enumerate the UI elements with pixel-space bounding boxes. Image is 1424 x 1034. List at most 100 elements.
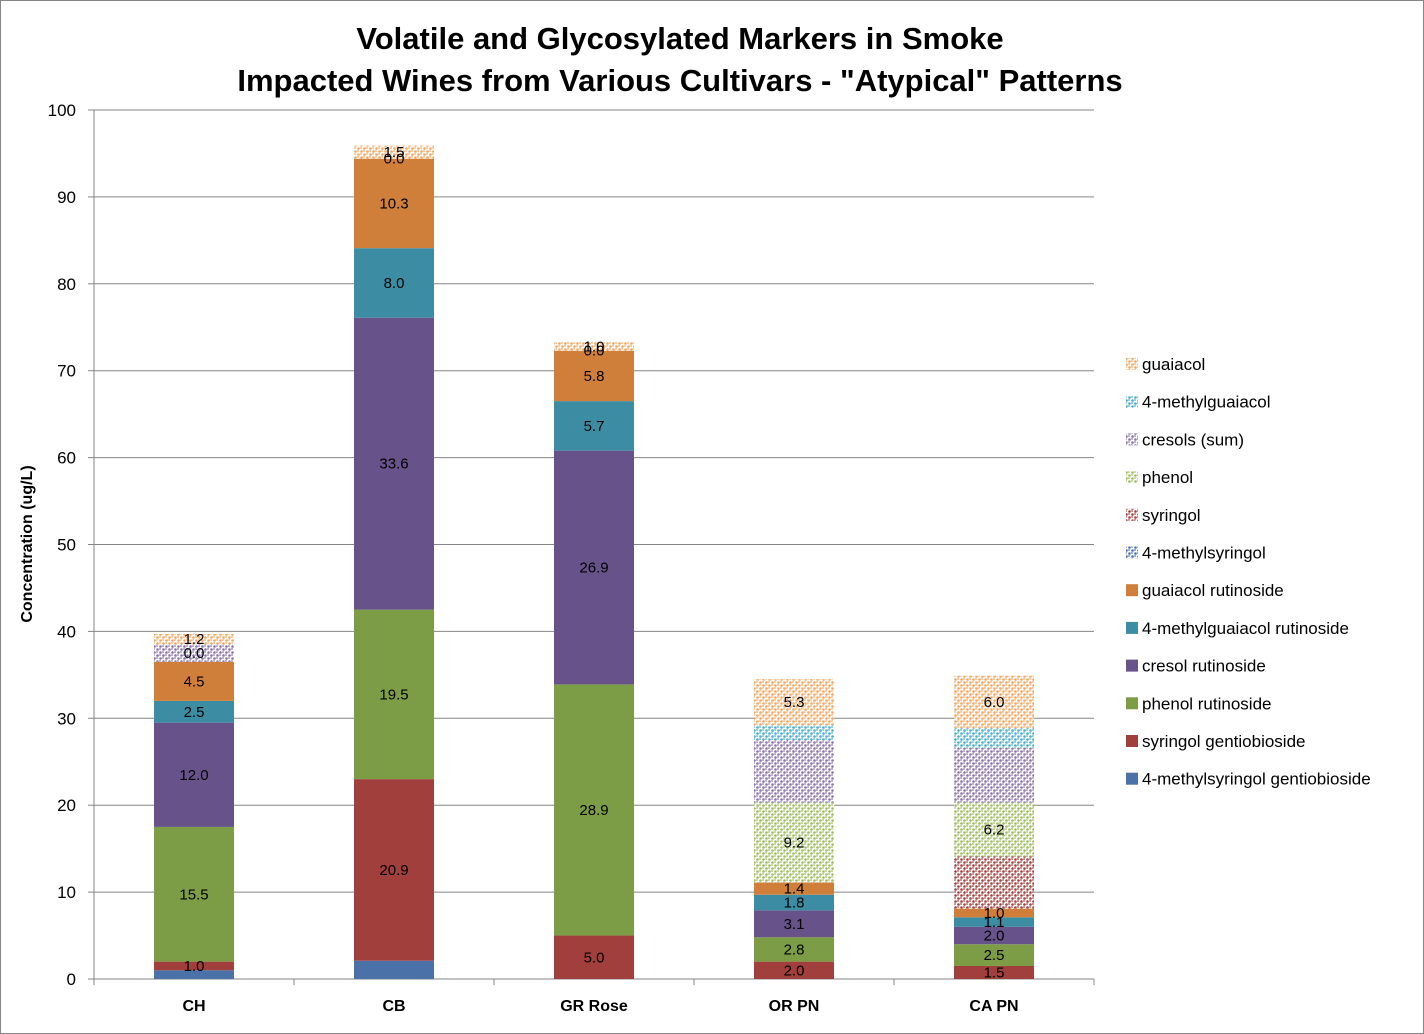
data-label: 1.0 xyxy=(184,958,205,975)
legend-label-4-methylsyringol: 4-methylsyringol xyxy=(1142,544,1266,563)
data-label: 12.0 xyxy=(179,767,208,784)
data-label: 2.5 xyxy=(184,704,205,721)
legend-label-4-methylsyringol-gentiobioside: 4-methylsyringol gentiobioside xyxy=(1142,770,1371,789)
data-label: 2.5 xyxy=(984,947,1005,964)
data-label: 1.0 xyxy=(584,338,605,355)
legend-swatch-cresols-sum xyxy=(1126,433,1138,446)
data-label: 6.2 xyxy=(984,822,1005,839)
bar-segment-cresol-rutinoside xyxy=(354,317,434,610)
chart-title-line-2: Impacted Wines from Various Cultivars - … xyxy=(237,63,1123,98)
data-label: 1.5 xyxy=(384,144,405,161)
data-label: 4.5 xyxy=(184,673,205,690)
bar-segment-guaiacol xyxy=(554,342,634,351)
bar-segment-syringol-gentiobioside xyxy=(754,961,834,979)
data-label: 5.7 xyxy=(584,418,605,435)
bar-segment-cresol-rutinoside xyxy=(954,926,1034,945)
bar-segment-syringol-gentiobioside xyxy=(354,779,434,961)
legend-swatch-syringol xyxy=(1126,508,1138,521)
y-tick-label: 100 xyxy=(48,101,76,120)
bar-segment-guaiacol-rutinoside xyxy=(954,908,1034,918)
data-label: 2.8 xyxy=(784,941,805,958)
y-tick-label: 60 xyxy=(57,449,76,468)
legend-label-guaiacol: guaiacol xyxy=(1142,355,1205,374)
bar-segment-4-methylguaiacol-rutinoside xyxy=(954,917,1034,927)
chart-title-line-1: Volatile and Glycosylated Markers in Smo… xyxy=(356,21,1004,56)
data-label: 2.0 xyxy=(784,962,805,979)
legend-swatch-4-methylguaiacol-rutinoside xyxy=(1126,621,1138,634)
legend-swatch-phenol xyxy=(1126,471,1138,484)
bar-segment-cresols-sum xyxy=(754,740,834,803)
data-label: 5.0 xyxy=(584,949,605,966)
legend-label-phenol-rutinoside: phenol rutinoside xyxy=(1142,694,1271,713)
data-label: 0.0 xyxy=(184,645,205,662)
bar-segment-guaiacol-rutinoside xyxy=(354,158,434,249)
data-label: 33.6 xyxy=(379,456,408,473)
bar-segment-guaiacol xyxy=(354,145,434,159)
x-tick-label: CA PN xyxy=(969,998,1018,1015)
y-tick-label: 20 xyxy=(57,796,76,815)
legend-label-syringol: syringol xyxy=(1142,506,1201,525)
y-tick-label: 70 xyxy=(57,362,76,381)
bar-segment-syringol xyxy=(954,856,1034,909)
data-label: 3.1 xyxy=(784,916,805,933)
y-axis-title: Concentration (ug/L) xyxy=(19,465,36,622)
bar-segment-phenol-rutinoside xyxy=(354,609,434,780)
legend-label-guaiacol-rutinoside: guaiacol rutinoside xyxy=(1142,581,1284,600)
bar-segment-4-methylsyringol-gentiobioside xyxy=(354,960,434,979)
bar-segment-4-methylguaiacol-rutinoside xyxy=(554,401,634,451)
bar-segment-cresols-sum xyxy=(154,644,234,662)
y-tick-label: 50 xyxy=(57,536,76,555)
bar-segment-syringol-gentiobioside xyxy=(554,935,634,979)
y-tick-label: 30 xyxy=(57,709,76,728)
bar-segment-phenol-rutinoside xyxy=(954,944,1034,966)
legend-label-cresol-rutinoside: cresol rutinoside xyxy=(1142,657,1266,676)
data-label: 1.0 xyxy=(984,905,1005,922)
bar-segment-4-methylguaiacol-rutinoside xyxy=(354,248,434,318)
bar-segment-4-methylguaiacol-rutinoside xyxy=(754,894,834,911)
data-label: 6.0 xyxy=(984,694,1005,711)
y-tick-label: 10 xyxy=(57,883,76,902)
legend-swatch-syringol-gentiobioside xyxy=(1126,735,1138,747)
data-label: 0.0 xyxy=(584,343,605,360)
y-tick-label: 90 xyxy=(57,188,76,207)
data-label: 28.9 xyxy=(579,802,608,819)
data-label: 20.9 xyxy=(379,862,408,879)
bar-segment-guaiacol-rutinoside xyxy=(154,661,234,701)
data-label: 1.5 xyxy=(984,964,1005,981)
data-label: 5.3 xyxy=(784,694,805,711)
bar-segment-cresol-rutinoside xyxy=(554,450,634,685)
legend-label-4-methylguaiacol-rutinoside: 4-methylguaiacol rutinoside xyxy=(1142,619,1349,638)
data-label: 26.9 xyxy=(579,560,608,577)
bar-segment-guaiacol xyxy=(154,634,234,645)
y-tick-label: 0 xyxy=(67,970,76,989)
legend-swatch-phenol-rutinoside xyxy=(1126,697,1138,710)
bar-segment-phenol-rutinoside xyxy=(754,937,834,962)
x-tick-label: CB xyxy=(382,998,405,1015)
bar-segment-phenol-rutinoside xyxy=(154,826,234,962)
legend-swatch-cresol-rutinoside xyxy=(1126,659,1138,672)
data-label: 1.1 xyxy=(984,914,1005,931)
bar-segment-cresol-rutinoside xyxy=(154,722,234,827)
legend-swatch-guaiacol xyxy=(1126,358,1138,370)
legend-swatch-4-methylguaiacol xyxy=(1126,395,1138,408)
data-label: 1.4 xyxy=(784,881,805,898)
bar-segment-4-methylsyringol-gentiobioside xyxy=(154,970,234,979)
data-label: 1.2 xyxy=(184,631,205,648)
data-label: 1.8 xyxy=(784,895,805,912)
x-tick-label: CH xyxy=(182,998,205,1015)
bar-segment-syringol-gentiobioside xyxy=(154,961,234,971)
data-label: 0.0 xyxy=(384,151,405,168)
bar-segment-phenol xyxy=(754,802,834,883)
bar-segment-guaiacol xyxy=(754,679,834,726)
data-label: 9.2 xyxy=(784,835,805,852)
bar-segment-4-methylguaiacol xyxy=(954,727,1034,748)
legend-swatch-4-methylsyringol-gentiobioside xyxy=(1126,772,1138,785)
bar-segment-syringol-gentiobioside xyxy=(954,965,1034,979)
legend-label-4-methylguaiacol: 4-methylguaiacol xyxy=(1142,393,1271,412)
legend-label-phenol: phenol xyxy=(1142,468,1193,487)
bar-segment-phenol-rutinoside xyxy=(554,684,634,936)
bar-segment-4-methylguaiacol-rutinoside xyxy=(154,700,234,723)
bar-segment-cresol-rutinoside xyxy=(754,910,834,938)
data-label: 8.0 xyxy=(384,275,405,292)
